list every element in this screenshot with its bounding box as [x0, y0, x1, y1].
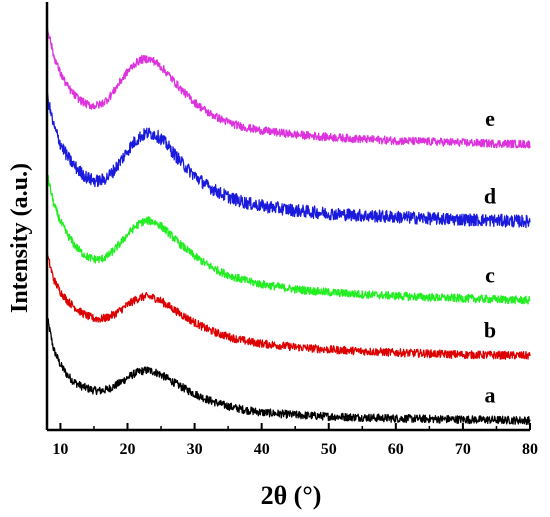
x-axis-title: 2θ (°): [261, 481, 322, 510]
series-line-b: [46, 251, 531, 360]
y-axis-title: Intensity (a.u.): [7, 163, 33, 313]
series-label-layer: a b c d e: [484, 106, 496, 407]
axis-titles: Intensity (a.u.) 2θ (°): [7, 163, 321, 510]
series-label-c: c: [485, 262, 495, 287]
series-label-a: a: [485, 383, 496, 408]
x-tick-label: 10: [52, 441, 68, 458]
series-line-e: [46, 26, 531, 149]
x-tick-label: 50: [321, 441, 337, 458]
series-line-c: [46, 173, 531, 305]
series-line-a: [46, 315, 531, 426]
x-tick-label: 30: [187, 441, 203, 458]
x-tick-label: 40: [254, 441, 270, 458]
series-label-b: b: [484, 318, 496, 343]
x-tick-label: 80: [522, 441, 538, 458]
series-label-e: e: [485, 106, 495, 131]
x-tick-label: 60: [388, 441, 404, 458]
x-tick-label: 70: [455, 441, 471, 458]
series-layer: [46, 26, 531, 426]
axes: 10 20 30 40 50 60 70 80: [45, 2, 538, 458]
x-tick-label: 20: [120, 441, 136, 458]
series-label-d: d: [484, 184, 496, 209]
series-line-d: [46, 91, 531, 229]
